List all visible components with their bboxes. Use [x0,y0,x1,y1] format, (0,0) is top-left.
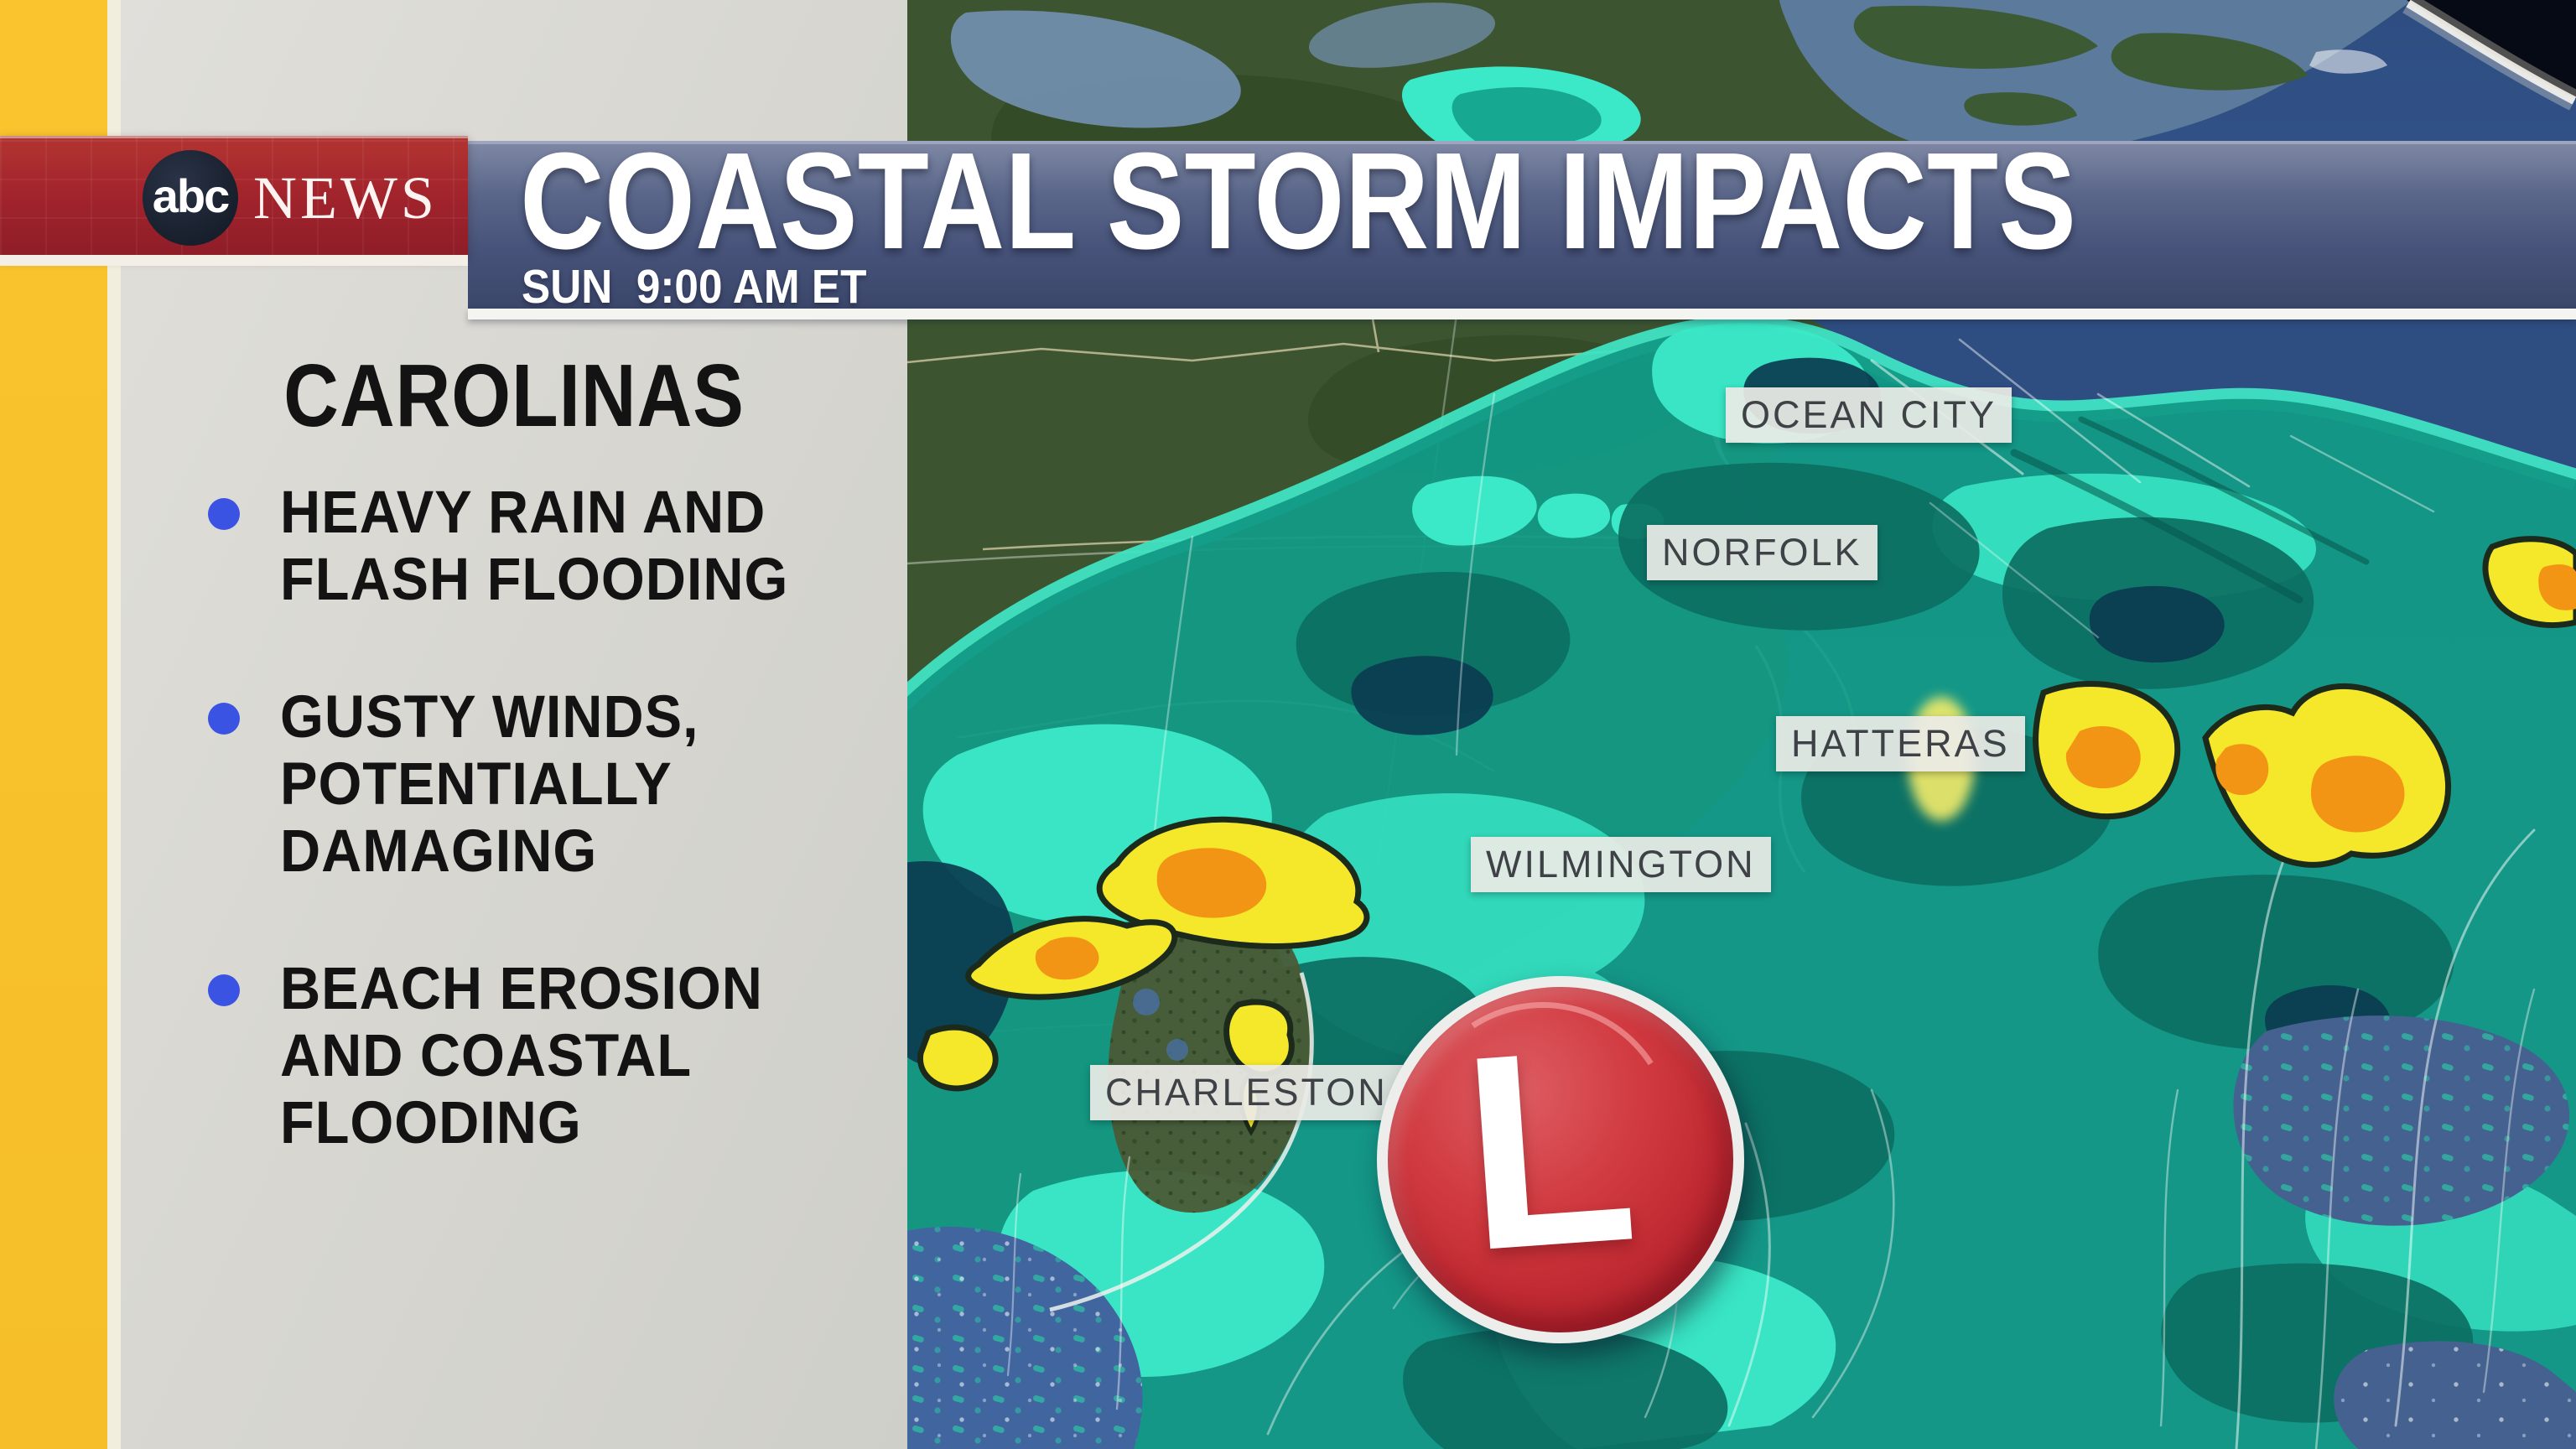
panel-heading: CAROLINAS [283,346,745,445]
bullet-item: HEAVY RAIN AND FLASH FLOODING [208,480,879,614]
abc-logo-icon: abc [143,150,238,246]
city-label-ocean-city: OCEAN CITY [1726,387,2012,443]
abc-logo-text: abc [152,169,230,222]
ocean-holes [907,1015,2576,1449]
storm-cells [917,536,2576,1136]
bullet-item: BEACH EROSION AND COASTAL FLOODING [208,956,879,1157]
earth-limb-glow [2406,0,2576,105]
headline-bar: COASTAL STORM IMPACTS SUN 9:00 AM ET [468,132,2576,314]
city-label-hatteras: HATTERAS [1776,716,2025,771]
headline-title: COASTAL STORM IMPACTS [520,124,2077,278]
bullet-text: GUSTY WINDS, POTENTIALLY DAMAGING [280,684,699,885]
headline-underline [468,309,2576,319]
impact-bullet-list: HEAVY RAIN AND FLASH FLOODING GUSTY WIND… [208,480,879,1228]
lake [950,10,1241,128]
abc-news-banner: abc NEWS [0,136,468,257]
charleston-land [1049,903,1314,1312]
bullet-dot-icon [208,703,240,735]
bullet-dot-icon [208,974,240,1006]
news-wordmark: NEWS [253,164,438,231]
abc-banner-underline [0,255,468,266]
low-pressure-marker: L [1377,976,1744,1343]
bullet-dot-icon [208,498,240,530]
headline-timestamp: SUN 9:00 AM ET [522,260,867,314]
stripe-divider [107,0,121,1449]
city-label-wilmington: WILMINGTON [1471,837,1771,892]
low-pressure-letter: L [1454,988,1645,1309]
city-label-charleston: CHARLESTON [1090,1065,1403,1120]
dark-wind-streaks [2010,416,2370,604]
bullet-item: GUSTY WINDS, POTENTIALLY DAMAGING [208,684,879,886]
bullet-text: BEACH EROSION AND COASTAL FLOODING [280,956,763,1156]
city-label-norfolk: NORFOLK [1647,525,1877,580]
bullet-text: HEAVY RAIN AND FLASH FLOODING [280,480,789,613]
